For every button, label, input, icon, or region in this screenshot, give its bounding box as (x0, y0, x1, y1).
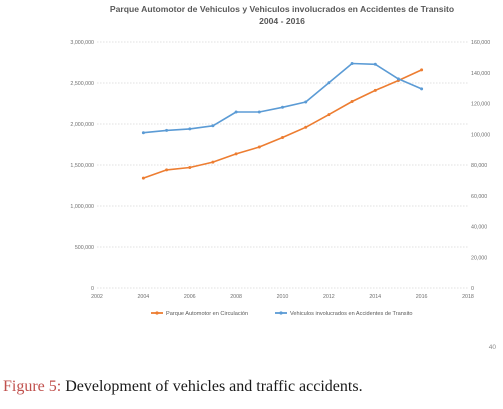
series-layer (141, 62, 424, 180)
right-tick-label: 140,000 (471, 71, 490, 77)
legend-label-accidentes: Vehiculos involucrados en Accidentes de … (290, 311, 413, 317)
data-point (373, 62, 377, 66)
legend: Parque Automotor en Circulación Vehiculo… (151, 311, 413, 317)
grid-lines (97, 41, 468, 289)
legend-marker-accidentes (279, 311, 283, 315)
data-point (350, 62, 354, 65)
right-y-axis: 0 20,000 40,000 60,000 80,000 100,000 120,000 1… (471, 40, 490, 292)
x-axis: 2002 2004 2006 2008 2010 2012 2014 2016 2018 (91, 294, 474, 300)
right-tick-label: 160,000 (471, 40, 490, 46)
data-point (141, 131, 145, 135)
data-point (396, 77, 400, 81)
data-point (234, 110, 238, 114)
series-0 (141, 68, 424, 180)
data-point (304, 125, 308, 129)
data-point (304, 100, 308, 104)
x-tick-label: 2012 (323, 294, 335, 300)
right-tick-label: 0 (471, 286, 474, 292)
left-tick-label: 1,000,000 (70, 204, 94, 210)
data-point (211, 160, 215, 164)
data-point (327, 113, 331, 117)
left-tick-label: 0 (91, 286, 94, 292)
left-tick-label: 1,500,000 (70, 163, 94, 169)
left-y-axis: 0 500,000 1,000,000 1,500,000 2,000,000 2,500… (70, 40, 94, 292)
left-tick-label: 2,500,000 (70, 81, 94, 87)
x-tick-label: 2002 (91, 294, 103, 300)
chart-title: Parque Automotor de Vehiculos y Vehiculo… (110, 4, 454, 14)
data-point (188, 166, 192, 169)
figure-caption: Figure 5: Development of vehicles and tr… (3, 378, 363, 396)
legend-label-parque: Parque Automotor en Circulación (166, 311, 248, 317)
data-point (165, 128, 169, 132)
series-1 (141, 62, 424, 135)
right-tick-label: 80,000 (471, 163, 487, 169)
data-point (327, 81, 331, 85)
data-point (373, 88, 377, 92)
data-point (350, 100, 354, 103)
data-point (257, 145, 261, 149)
right-tick-label: 120,000 (471, 102, 490, 108)
data-point (234, 152, 238, 156)
data-point (188, 127, 192, 131)
x-tick-label: 2018 (462, 294, 474, 300)
left-tick-label: 500,000 (75, 245, 94, 251)
corner-mark: 40 (489, 344, 497, 351)
data-point (165, 168, 169, 172)
caption-text: Development of vehicles and traffic acci… (61, 378, 363, 395)
caption-lead: Figure 5: (3, 378, 62, 395)
right-tick-label: 60,000 (471, 194, 487, 200)
right-tick-label: 100,000 (471, 132, 490, 138)
x-tick-label: 2006 (184, 294, 196, 300)
series-line-1 (143, 62, 422, 134)
legend-marker-parque (155, 311, 159, 315)
line-chart: Parque Automotor de Vehiculos y Vehiculo… (70, 4, 497, 351)
right-tick-label: 40,000 (471, 225, 487, 231)
left-tick-label: 3,000,000 (70, 40, 94, 46)
x-tick-label: 2014 (369, 294, 381, 300)
data-point (420, 68, 424, 72)
x-tick-label: 2004 (137, 294, 149, 300)
right-tick-label: 20,000 (471, 255, 487, 261)
data-point (141, 176, 145, 180)
data-point (281, 136, 284, 139)
x-tick-label: 2010 (277, 294, 289, 300)
x-tick-label: 2008 (230, 294, 242, 300)
left-tick-label: 2,000,000 (70, 122, 94, 128)
chart-subtitle: 2004 - 2016 (259, 16, 305, 26)
data-point (211, 124, 215, 128)
data-point (420, 87, 424, 91)
data-point (257, 110, 261, 114)
x-tick-label: 2016 (416, 294, 428, 300)
data-point (281, 105, 284, 109)
